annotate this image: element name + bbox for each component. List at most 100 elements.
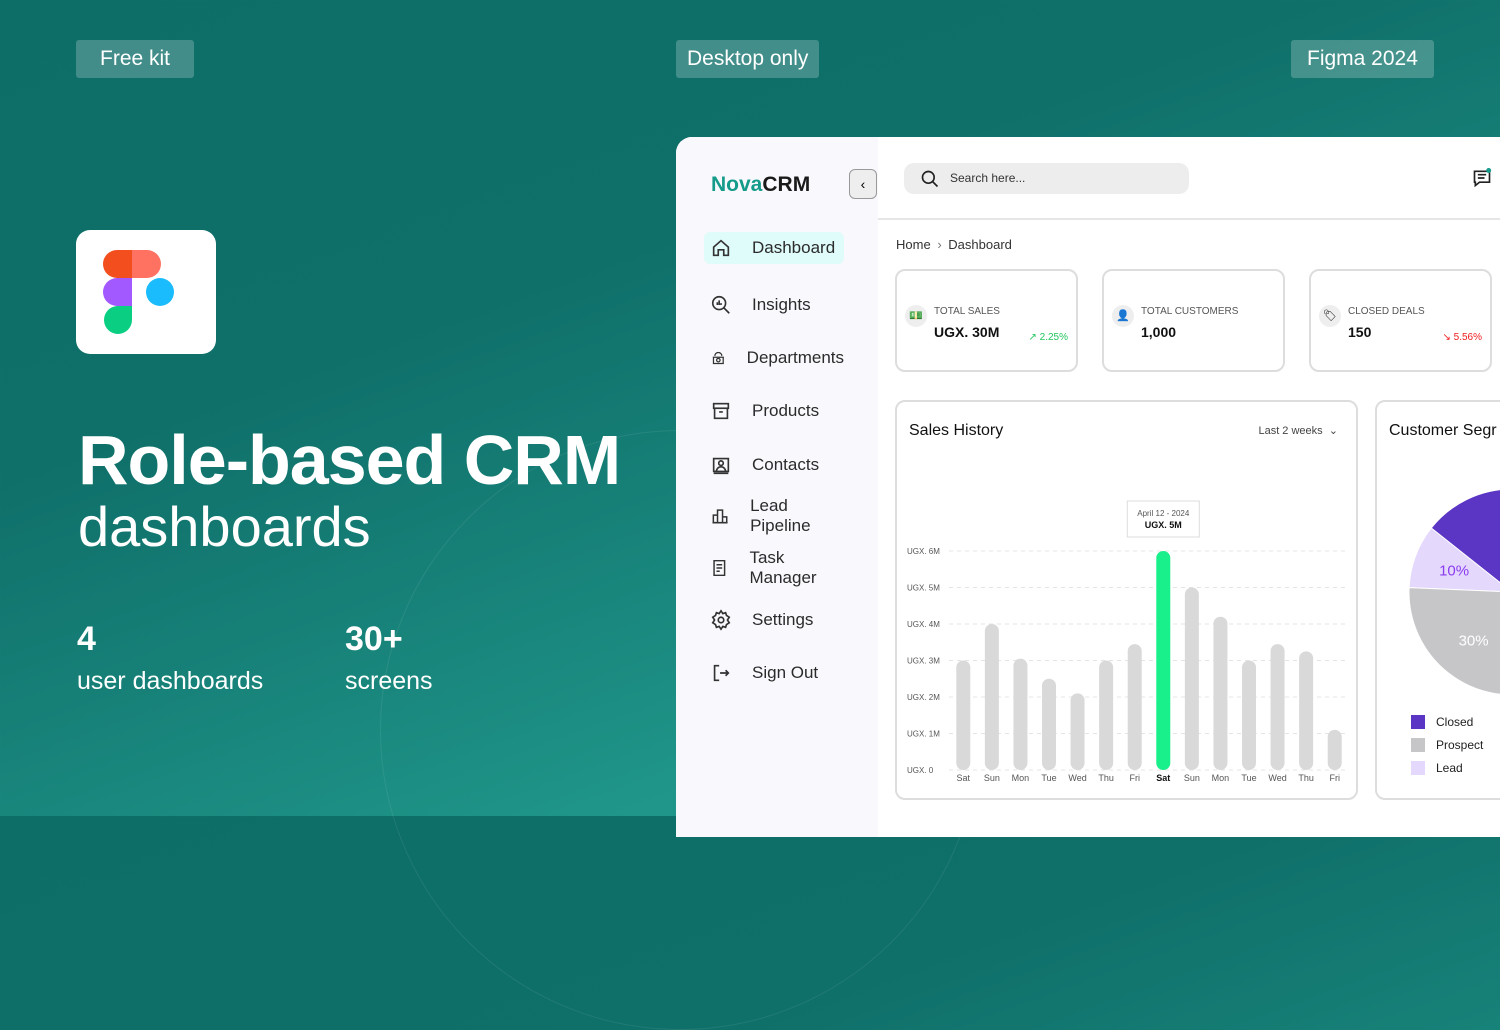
breadcrumb-home[interactable]: Home	[896, 237, 931, 252]
contact-card-icon	[712, 457, 730, 475]
sales-history-panel: Sales History Last 2 weeks ⌄ UGX. 0 UGX. …	[895, 400, 1358, 800]
customer-segmentation-title: Customer Segr	[1389, 422, 1497, 439]
task-document-icon	[713, 559, 726, 577]
tooltip-value: UGX. 5M	[1145, 520, 1182, 530]
x-tick-label: Mon	[1212, 773, 1230, 783]
bar	[956, 660, 971, 770]
sign-out-icon	[713, 664, 730, 682]
y-tick-label: UGX. 3M	[907, 657, 940, 666]
pie-slice-closed	[1430, 489, 1500, 584]
legend-swatch	[1411, 761, 1425, 775]
x-tick-label: Thu	[1298, 773, 1314, 783]
free-kit-badge: Free kit	[76, 40, 195, 78]
hero-title: Role-based CRM	[78, 421, 621, 499]
y-tick-label: UGX. 0	[907, 766, 934, 775]
bar	[1213, 616, 1228, 770]
money-icon: 💵	[905, 305, 927, 327]
y-tick-label: UGX. 2M	[907, 693, 940, 702]
card-value: 1,000	[1141, 324, 1177, 340]
customer-segmentation-panel: Customer Segr 10% 30% Closed Prospect Lead	[1375, 400, 1500, 800]
closed-deals-card: 🏷 CLOSED DEALS 150 ↘ 5.56%	[1309, 269, 1492, 372]
pie-slice-label: 30%	[1459, 632, 1489, 649]
date-range-dropdown[interactable]: Last 2 weeks ⌄	[1258, 425, 1338, 437]
x-tick-label: Mon	[1012, 773, 1030, 783]
bar	[1013, 658, 1028, 770]
figma-2024-badge: Figma 2024	[1291, 40, 1434, 78]
home-icon	[712, 239, 730, 257]
collapse-sidebar-button[interactable]: ‹	[849, 169, 877, 199]
stat-number: 30+	[345, 620, 403, 658]
bar	[1156, 551, 1171, 770]
sales-bar-chart: UGX. 0 UGX. 1M UGX. 2M UGX. 3M UGX. 4M UGX. 5…	[907, 500, 1349, 783]
y-tick-label: UGX. 6M	[907, 547, 940, 556]
gear-icon	[711, 609, 731, 631]
sidebar-item-lead-pipeline[interactable]: Lead Pipeline	[704, 496, 844, 535]
breadcrumb-current: Dashboard	[948, 237, 1012, 252]
bar	[1184, 587, 1199, 770]
bar	[1070, 693, 1085, 770]
x-tick-label: Wed	[1068, 773, 1086, 783]
x-tick-label: Tue	[1241, 773, 1256, 783]
app-logo: NovaCRM	[711, 173, 811, 196]
pie-slice-label: 10%	[1439, 562, 1469, 579]
total-customers-card: 👤 TOTAL CUSTOMERS 1,000	[1102, 269, 1285, 372]
x-tick-label: Tue	[1041, 773, 1056, 783]
trend-down-delta: ↘ 5.56%	[1442, 332, 1482, 343]
x-tick-label: Fri	[1329, 773, 1340, 783]
stat-label: screens	[345, 667, 433, 695]
sidebar-item-contacts[interactable]: Contacts	[704, 449, 844, 481]
sidebar-item-departments[interactable]: Departments	[704, 342, 844, 374]
bar-chart-icon	[712, 509, 728, 524]
tooltip-box	[1126, 500, 1200, 538]
x-tick-label: Sat	[957, 773, 971, 783]
sidebar-item-sign-out[interactable]: Sign Out	[704, 657, 844, 689]
departments-icon	[712, 351, 724, 365]
insights-search-icon	[711, 295, 730, 314]
search-placeholder: Search here...	[950, 171, 1026, 185]
legend-swatch	[1411, 715, 1425, 729]
stat-screens: 30+ screens	[345, 620, 433, 696]
desktop-only-badge: Desktop only	[676, 40, 820, 78]
legend-label: Lead	[1436, 761, 1463, 775]
bar	[1042, 678, 1056, 770]
x-tick-label: Wed	[1268, 773, 1286, 783]
sidebar-item-products[interactable]: Products	[704, 395, 844, 427]
card-title: CLOSED DEALS	[1348, 306, 1425, 317]
customer-pie-chart: 10% 30% Closed Prospect Lead	[1408, 489, 1500, 775]
stat-label: user dashboards	[77, 667, 264, 695]
bar	[1270, 644, 1285, 770]
legend-label: Closed	[1436, 715, 1473, 729]
bar	[984, 624, 999, 770]
sidebar-item-dashboard[interactable]: Dashboard	[704, 232, 844, 264]
sidebar-item-insights[interactable]: Insights	[704, 289, 844, 321]
total-sales-card: 💵 TOTAL SALES UGX. 30M ↗ 2.25%	[895, 269, 1078, 372]
pie-slice-prospect	[1408, 587, 1500, 695]
y-tick-label: UGX. 5M	[907, 584, 940, 593]
messages-icon[interactable]	[1472, 168, 1492, 188]
hero-subtitle: dashboards	[78, 495, 371, 558]
sidebar-item-settings[interactable]: Settings	[704, 604, 844, 636]
card-value: UGX. 30M	[934, 324, 1000, 340]
figma-logo-icon	[76, 230, 216, 354]
sidebar: NovaCRM ‹ Dashboard Insights Departments…	[676, 137, 878, 837]
x-tick-label: Sun	[984, 773, 1000, 783]
x-tick-label: Sat	[1156, 773, 1170, 783]
sales-history-title: Sales History	[909, 422, 1004, 439]
archive-box-icon	[712, 402, 730, 420]
card-title: TOTAL SALES	[934, 306, 1000, 317]
sidebar-item-task-manager[interactable]: Task Manager	[704, 548, 844, 587]
card-value: 150	[1348, 324, 1372, 340]
search-input[interactable]: Search here...	[904, 163, 1189, 194]
x-tick-label: Thu	[1098, 773, 1114, 783]
search-icon	[921, 170, 939, 188]
bar	[1299, 651, 1314, 770]
header-divider	[878, 218, 1500, 220]
trend-up-delta: ↗ 2.25%	[1028, 332, 1068, 343]
y-tick-label: UGX. 1M	[907, 730, 940, 739]
stat-number: 4	[77, 620, 96, 658]
bar	[1099, 660, 1114, 770]
bar	[1127, 644, 1142, 770]
tag-icon: 🏷	[1319, 305, 1341, 327]
bar	[1327, 729, 1342, 770]
crm-app-window: NovaCRM ‹ Dashboard Insights Departments…	[676, 137, 1500, 837]
